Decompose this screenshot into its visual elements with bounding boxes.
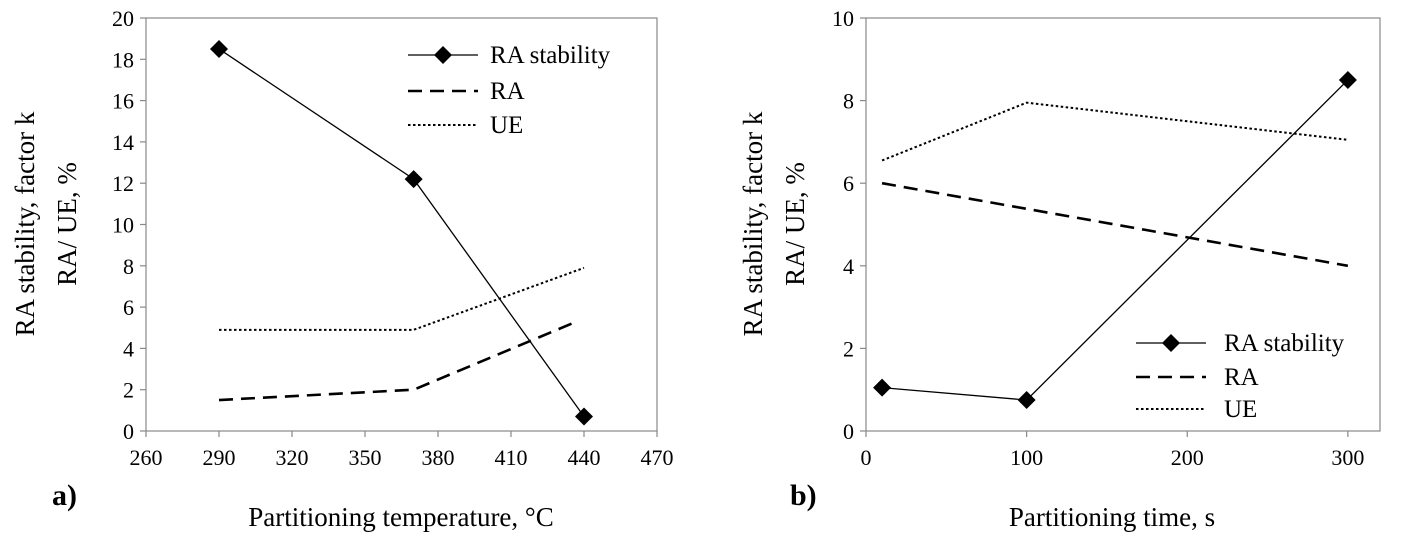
chart-a-series-ra-stability-point: [210, 39, 228, 58]
chart-a-series-ra-stability-point: [404, 170, 423, 189]
chart-a-series-ra-stability-line: [218, 48, 585, 417]
chart-b-x-tick-label: 0: [861, 445, 872, 470]
chart-a-y-tick-label: 20: [112, 6, 134, 31]
chart-a-legend-label-ra: RA: [490, 78, 525, 105]
chart-b-legend-label-ra-stability: RA stability: [1224, 330, 1345, 357]
chart-a-x-tick-label: 470: [641, 445, 674, 470]
chart-b-series-ra-stability: [873, 70, 1357, 410]
chart-b-y-tick-label: 10: [832, 6, 854, 31]
chart-b-legend-marker-ra-stability: [1162, 334, 1180, 352]
chart-a-y-tick-label: 6: [123, 295, 134, 320]
chart-a-y-tick-label: 8: [123, 254, 134, 279]
chart-b-series-ue-line: [881, 101, 1348, 162]
chart-a-x-tick-label: 440: [568, 445, 601, 470]
chart-a-series-ra: [218, 320, 578, 402]
chart-b-y-tick-label: 2: [843, 336, 854, 361]
chart-b-series-ra-line: [881, 181, 1349, 268]
chart-a-x-tick-label: 350: [349, 445, 382, 470]
chart-a-y-tick-label: 14: [112, 130, 134, 155]
chart-a-series-ue: [219, 266, 585, 331]
chart-b-series-ue: [881, 101, 1348, 162]
chart-b-plot-area: [865, 17, 1381, 432]
chart-a-legend-label-ra-stability: RA stability: [490, 42, 611, 69]
chart-a-series-ue-line: [219, 266, 585, 331]
chart-a-y-tick-label: 2: [123, 378, 134, 403]
chart-b-y-tick-label: 8: [843, 89, 854, 114]
chart-b-x-axis-title: Partitioning time, s: [1009, 502, 1215, 532]
chart-a-x-tick-label: 410: [495, 445, 528, 470]
chart-b-y-tick-label: 0: [843, 419, 854, 444]
chart-b-x-tick-label: 200: [1171, 445, 1204, 470]
chart-b-series-ra-stability-point: [1338, 70, 1357, 89]
chart-a-y-tick-label: 12: [112, 171, 134, 196]
chart-b-time: 0 100 200 300 0 2 4 6 8 10 Partitioning time, s RA …: [738, 6, 1381, 532]
chart-b-y-tick-label: 6: [843, 171, 854, 196]
chart-a-series-ra-stability: [210, 39, 593, 426]
chart-a-series-ra-stability-point: [575, 407, 593, 426]
chart-a-x-axis-title: Partitioning temperature, °C: [248, 502, 553, 532]
chart-a-y-tick-label: 16: [112, 89, 134, 114]
chart-a-temperature: 260 290 320 350 380 410 440 470 0 2 4 6 8 10 12 14 16 18 2…: [10, 6, 674, 532]
chart-b-y-tick-label: 4: [843, 254, 854, 279]
chart-a-series-ra-line: [218, 320, 578, 402]
chart-a-x-tick-label: 320: [276, 445, 309, 470]
chart-a-y-tick-label: 18: [112, 47, 134, 72]
chart-b-x-tick-label: 100: [1010, 445, 1043, 470]
chart-a-legend-label-ue: UE: [490, 112, 523, 139]
chart-a-plot-area: [145, 17, 658, 432]
chart-a-x-tick-label: 380: [422, 445, 455, 470]
chart-a-y-tick-label: 0: [123, 419, 134, 444]
chart-a-x-tick-label: 290: [203, 445, 236, 470]
chart-b-y-axis-title-line-2: RA/ UE, %: [780, 162, 810, 286]
chart-b-legend-label-ue: UE: [1224, 396, 1257, 423]
chart-a-legend-marker-ra-stability: [434, 46, 452, 64]
chart-b-series-ra-stability-point: [1017, 391, 1036, 410]
chart-b-series-ra: [881, 181, 1349, 268]
chart-a-y-axis-title-line-2: RA/ UE, %: [52, 162, 82, 286]
chart-b-series-ra-stability-point: [873, 378, 892, 397]
chart-a-panel-label: a): [52, 479, 77, 512]
chart-b-legend-label-ra: RA: [1224, 364, 1259, 391]
chart-a-y-axis-title-line-1: RA stability, factor k: [10, 111, 40, 336]
chart-a-x-tick-label: 260: [130, 445, 163, 470]
chart-b-x-tick-label: 300: [1331, 445, 1364, 470]
chart-b-y-axis-title-line-1: RA stability, factor k: [738, 111, 768, 336]
chart-b-panel-label: b): [790, 479, 817, 512]
chart-a-y-tick-label: 4: [123, 336, 134, 361]
chart-a-y-tick-label: 10: [112, 213, 134, 238]
